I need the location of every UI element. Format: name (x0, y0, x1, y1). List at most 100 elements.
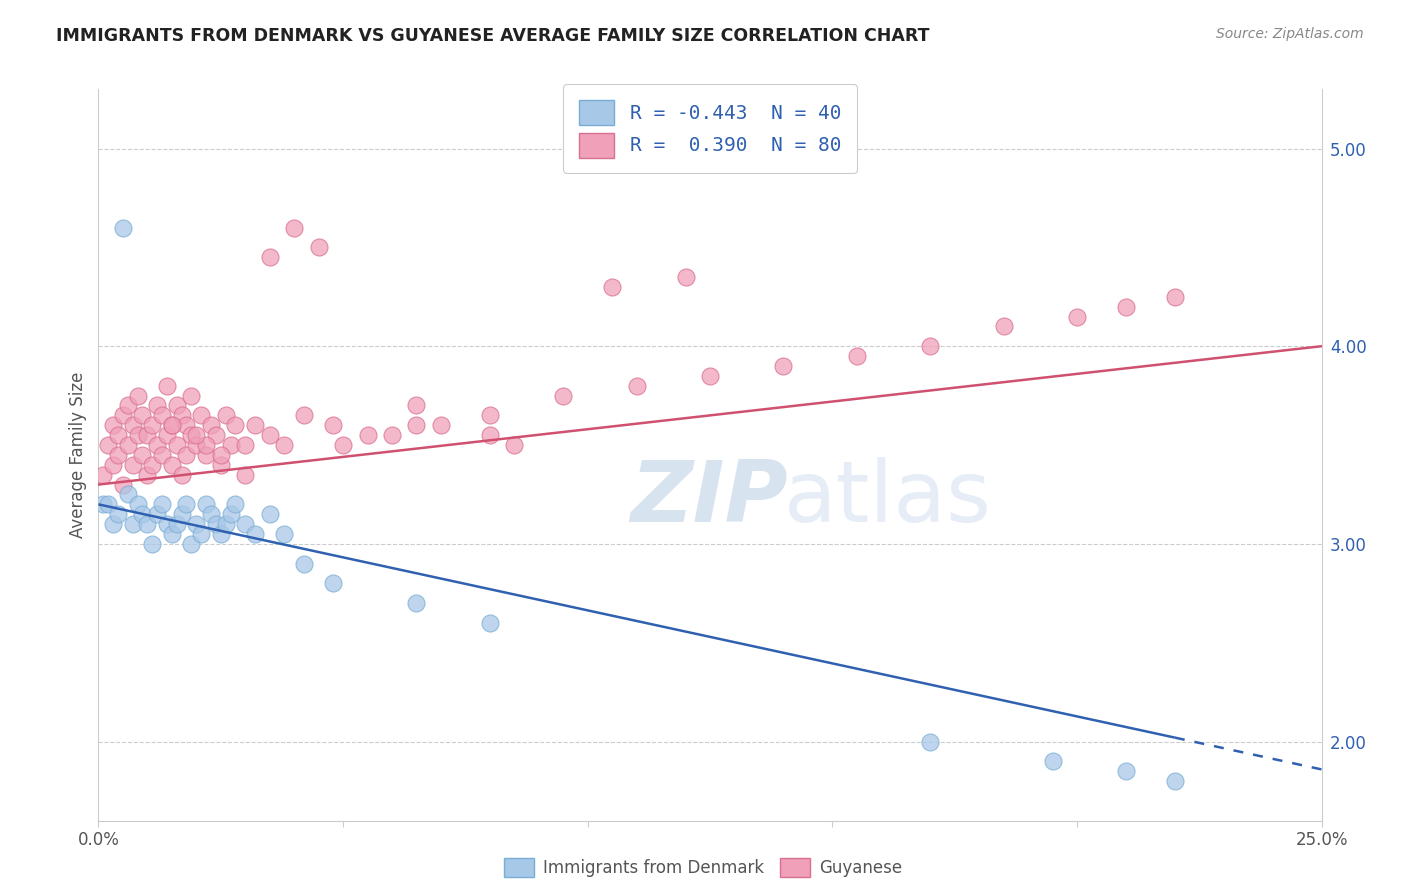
Point (190, 527, 212, 541)
Point (209, 448, 232, 462)
Point (195, 497, 218, 511)
Point (150, 497, 173, 511)
Point (180, 389, 202, 403)
Point (176, 497, 198, 511)
Point (243, 527, 266, 541)
Point (920, 339, 942, 353)
Point (101, 418, 124, 433)
Point (166, 399, 188, 413)
Point (205, 428, 228, 442)
Legend: R = -0.443  N = 40, R =  0.390  N = 80: R = -0.443 N = 40, R = 0.390 N = 80 (564, 84, 856, 173)
Point (503, 438, 526, 452)
Point (273, 527, 295, 541)
Point (127, 428, 149, 442)
Point (356, 428, 378, 442)
Point (117, 438, 139, 452)
Point (160, 418, 183, 433)
Point (224, 418, 246, 433)
Point (186, 438, 208, 452)
Point (141, 418, 163, 433)
Point (107, 448, 129, 462)
Point (209, 527, 232, 541)
Point (322, 576, 344, 591)
Point (1164, 290, 1187, 304)
Point (180, 428, 202, 442)
Point (259, 250, 281, 264)
Point (107, 507, 129, 521)
Point (190, 409, 212, 423)
Point (136, 517, 159, 532)
Point (205, 517, 228, 532)
Point (195, 438, 218, 452)
Point (141, 458, 163, 472)
Point (156, 517, 179, 532)
Point (121, 517, 143, 532)
Text: Source: ZipAtlas.com: Source: ZipAtlas.com (1216, 27, 1364, 41)
Point (156, 428, 179, 442)
Point (127, 497, 149, 511)
Point (845, 349, 868, 363)
Point (146, 507, 169, 521)
Point (283, 220, 305, 235)
Point (233, 438, 256, 452)
Point (200, 507, 222, 521)
Point (160, 458, 183, 472)
Point (121, 418, 143, 433)
Point (214, 409, 236, 423)
Point (1115, 764, 1137, 779)
Point (381, 428, 404, 442)
Point (146, 438, 169, 452)
Point (292, 409, 315, 423)
Point (91, 467, 114, 482)
Point (259, 507, 281, 521)
Text: atlas: atlas (783, 458, 991, 541)
Point (219, 507, 242, 521)
Point (675, 270, 697, 285)
Text: IMMIGRANTS FROM DENMARK VS GUYANESE AVERAGE FAMILY SIZE CORRELATION CHART: IMMIGRANTS FROM DENMARK VS GUYANESE AVER… (56, 27, 929, 45)
Point (259, 428, 281, 442)
Point (131, 448, 153, 462)
Point (180, 537, 202, 551)
Point (121, 458, 143, 472)
Point (170, 507, 193, 521)
Point (170, 409, 193, 423)
Point (176, 448, 198, 462)
Y-axis label: Average Family Size: Average Family Size (69, 372, 87, 538)
Point (200, 418, 222, 433)
Point (233, 517, 256, 532)
Point (186, 517, 208, 532)
Point (600, 280, 623, 294)
Point (219, 438, 242, 452)
Point (117, 487, 139, 501)
Point (166, 517, 188, 532)
Legend: Immigrants from Denmark, Guyanese: Immigrants from Denmark, Guyanese (498, 851, 908, 884)
Text: ZIPatlas: ZIPatlas (630, 458, 972, 541)
Point (111, 477, 134, 491)
Point (478, 428, 501, 442)
Point (214, 517, 236, 532)
Point (1066, 310, 1088, 324)
Point (553, 389, 575, 403)
Point (430, 418, 453, 433)
Point (308, 240, 330, 254)
Point (332, 438, 354, 452)
Point (209, 458, 232, 472)
Point (195, 448, 218, 462)
Point (405, 596, 427, 610)
Point (117, 399, 139, 413)
Point (224, 497, 246, 511)
Point (405, 418, 427, 433)
Point (405, 399, 427, 413)
Point (478, 409, 501, 423)
Point (273, 438, 295, 452)
Point (243, 418, 266, 433)
Point (176, 418, 198, 433)
Point (131, 409, 153, 423)
Point (131, 507, 153, 521)
Point (111, 409, 134, 423)
Point (292, 557, 315, 571)
Text: ZIP: ZIP (630, 458, 789, 541)
Point (97, 497, 120, 511)
Point (772, 359, 794, 373)
Point (127, 389, 149, 403)
